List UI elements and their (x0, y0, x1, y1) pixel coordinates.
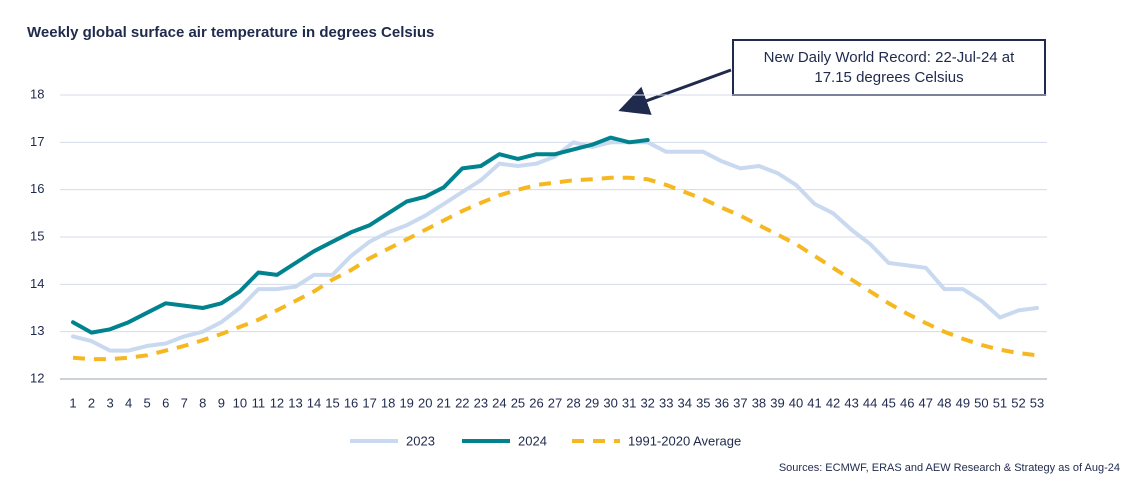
x-tick-label: 45 (881, 395, 895, 410)
x-tick-label: 51 (993, 395, 1007, 410)
x-tick-label: 16 (344, 395, 358, 410)
x-tick-label: 34 (678, 395, 692, 410)
x-tick-label: 53 (1030, 395, 1044, 410)
x-tick-label: 18 (381, 395, 395, 410)
x-tick-label: 50 (974, 395, 988, 410)
y-tick-label: 16 (30, 181, 44, 196)
x-tick-label: 32 (640, 395, 654, 410)
x-tick-label: 35 (696, 395, 710, 410)
chart-title: Weekly global surface air temperature in… (27, 24, 434, 41)
x-tick-label: 12 (270, 395, 284, 410)
x-tick-label: 33 (659, 395, 673, 410)
legend-label: 2023 (406, 433, 435, 448)
x-tick-label: 13 (288, 395, 302, 410)
x-tick-label: 24 (492, 395, 506, 410)
x-tick-label: 27 (548, 395, 562, 410)
line (71, 140, 1039, 353)
x-tick-label: 8 (199, 395, 206, 410)
x-tick-label: 22 (455, 395, 469, 410)
x-tick-label: 47 (919, 395, 933, 410)
annotation: 17.15 degrees Celsius (814, 69, 963, 86)
x-tick-label: 2 (88, 395, 95, 410)
x-tick-label: 48 (937, 395, 951, 410)
x-tick-label: 11 (252, 395, 266, 410)
annotation: New Daily World Record: 22-Jul-24 at (764, 49, 1015, 66)
x-tick-label: 14 (307, 395, 321, 410)
x-tick-label: 43 (844, 395, 858, 410)
x-tick-label: 40 (789, 395, 803, 410)
line (71, 135, 650, 335)
x-tick-label: 3 (106, 395, 113, 410)
x-tick-label: 38 (752, 395, 766, 410)
source: Sources: ECMWF, ERAS and AEW Research & … (779, 462, 1120, 474)
x-tick-label: 39 (770, 395, 784, 410)
x-tick-label: 4 (125, 395, 132, 410)
y-tick-label: 18 (30, 86, 44, 101)
annotation-arrow (618, 68, 732, 115)
x-tick-label: 7 (181, 395, 188, 410)
x-tick-label: 23 (474, 395, 488, 410)
x-tick-label: 1 (69, 395, 76, 410)
x-tick-label: 9 (218, 395, 225, 410)
y-tick-label: 13 (30, 323, 44, 338)
x-tick-label: 6 (162, 395, 169, 410)
x-tick-label: 41 (807, 395, 821, 410)
x-tick-label: 10 (233, 395, 247, 410)
y-tick-label: 12 (30, 370, 44, 385)
x-tick-label: 44 (863, 395, 877, 410)
x-tick-label: 28 (566, 395, 580, 410)
legend-label: 2024 (518, 433, 547, 448)
x-tick-label: 36 (715, 395, 729, 410)
x-tick-label: 37 (733, 395, 747, 410)
y-tick-label: 15 (30, 228, 44, 243)
x-tick-label: 17 (362, 395, 376, 410)
x-tick-label: 20 (418, 395, 432, 410)
x-tick-label: 42 (826, 395, 840, 410)
x-tick-label: 52 (1011, 395, 1025, 410)
x-tick-label: 31 (622, 395, 636, 410)
y-tick-label: 14 (30, 276, 44, 291)
x-tick-label: 29 (585, 395, 599, 410)
legend-label: 1991-2020 Average (628, 433, 741, 448)
x-tick-label: 19 (399, 395, 413, 410)
x-tick-label: 25 (511, 395, 525, 410)
x-tick-label: 46 (900, 395, 914, 410)
line (72, 175, 1038, 362)
x-tick-label: 21 (437, 395, 451, 410)
x-tick-label: 26 (529, 395, 543, 410)
x-tick-label: 30 (603, 395, 617, 410)
y-tick-label: 17 (30, 134, 44, 149)
annotation-box (732, 39, 1046, 96)
x-tick-label: 49 (956, 395, 970, 410)
x-tick-label: 5 (144, 395, 151, 410)
x-tick-label: 15 (325, 395, 339, 410)
